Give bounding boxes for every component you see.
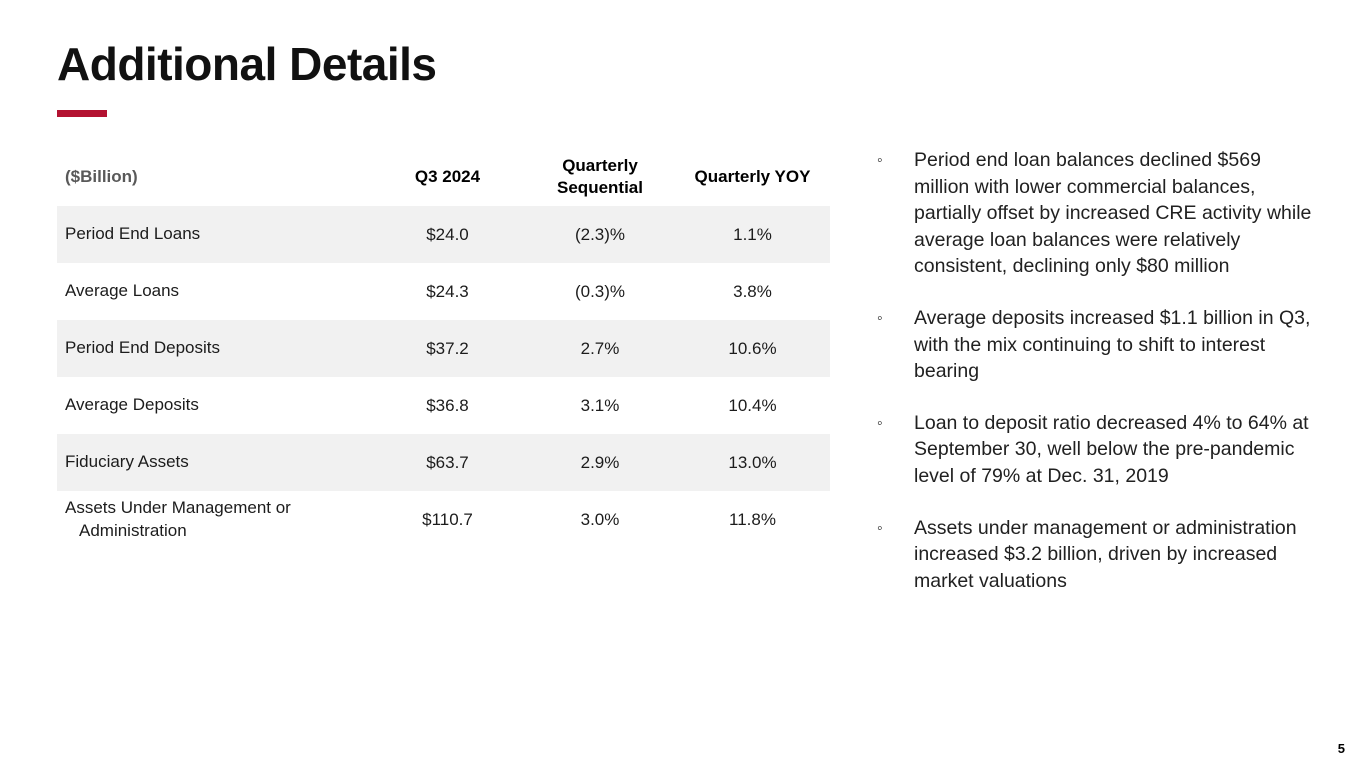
column-header-quarterly-sequential: Quarterly Sequential (557, 155, 643, 197)
bullet-marker-icon: ◦ (877, 309, 883, 327)
row-label: Period End Deposits (65, 338, 220, 358)
cell-q3-2024: $36.8 (426, 395, 469, 415)
bullet-item: ◦ Period end loan balances declined $569… (868, 147, 1312, 280)
table-row: Fiduciary Assets $63.7 2.9% 13.0% (57, 434, 830, 491)
cell-q3-2024: $24.0 (426, 224, 469, 244)
cell-quarterly-yoy: 13.0% (728, 452, 777, 472)
cell-quarterly-yoy: 3.8% (733, 281, 772, 301)
bullet-item: ◦ Assets under management or administrat… (868, 515, 1312, 595)
cell-quarterly-sequential: (2.3)% (574, 224, 626, 244)
cell-quarterly-sequential: 3.1% (580, 395, 620, 415)
commentary-bullet-list: ◦ Period end loan balances declined $569… (868, 147, 1312, 619)
table-unit-label: ($Billion) (65, 166, 138, 186)
cell-quarterly-yoy: 1.1% (733, 224, 772, 244)
bullet-text: Average deposits increased $1.1 billion … (914, 306, 1311, 383)
cell-quarterly-sequential: 2.7% (580, 338, 620, 358)
bullet-text: Assets under management or administratio… (914, 516, 1297, 592)
cell-quarterly-yoy: 11.8% (729, 509, 776, 529)
table-header-row: ($Billion) Q3 2024 Quarterly Sequential … (57, 148, 830, 206)
table-row: Average Loans $24.3 (0.3)% 3.8% (57, 263, 830, 320)
row-label: Fiduciary Assets (65, 452, 189, 472)
column-header-q3-2024: Q3 2024 (414, 166, 481, 186)
column-header-quarterly-yoy: Quarterly YOY (694, 166, 811, 186)
bullet-item: ◦ Loan to deposit ratio decreased 4% to … (868, 410, 1312, 490)
cell-quarterly-yoy: 10.4% (728, 395, 777, 415)
cell-quarterly-sequential: 3.0% (580, 509, 620, 529)
row-label: Assets Under Management or Administratio… (65, 498, 291, 540)
cell-quarterly-yoy: 10.6% (728, 338, 777, 358)
cell-q3-2024: $37.2 (426, 338, 469, 358)
row-label: Average Deposits (65, 395, 199, 415)
table-row: Period End Deposits $37.2 2.7% 10.6% (57, 320, 830, 377)
table-row: Average Deposits $36.8 3.1% 10.4% (57, 377, 830, 434)
bullet-marker-icon: ◦ (877, 414, 883, 432)
bullet-marker-icon: ◦ (877, 152, 883, 169)
row-label: Average Loans (65, 281, 180, 301)
cell-q3-2024: $24.3 (426, 281, 469, 301)
cell-q3-2024: $63.7 (426, 452, 469, 472)
row-label: Period End Loans (65, 224, 201, 244)
page-number: 5 (1337, 741, 1345, 756)
cell-q3-2024: $110.7 (422, 509, 473, 529)
financial-metrics-table: ($Billion) Q3 2024 Quarterly Sequential … (57, 148, 830, 549)
bullet-text: Period end loan balances declined $569 m… (914, 149, 1312, 278)
table-row: Assets Under Management or Administratio… (57, 491, 830, 549)
page-title: Additional Details (57, 38, 437, 90)
bullet-marker-icon: ◦ (877, 519, 883, 537)
cell-quarterly-sequential: 2.9% (580, 452, 620, 472)
bullet-item: ◦ Average deposits increased $1.1 billio… (868, 305, 1312, 385)
table-row: Period End Loans $24.0 (2.3)% 1.1% (57, 206, 830, 263)
cell-quarterly-sequential: (0.3)% (574, 281, 626, 301)
title-accent-bar (57, 110, 107, 117)
bullet-text: Loan to deposit ratio decreased 4% to 64… (914, 411, 1309, 487)
